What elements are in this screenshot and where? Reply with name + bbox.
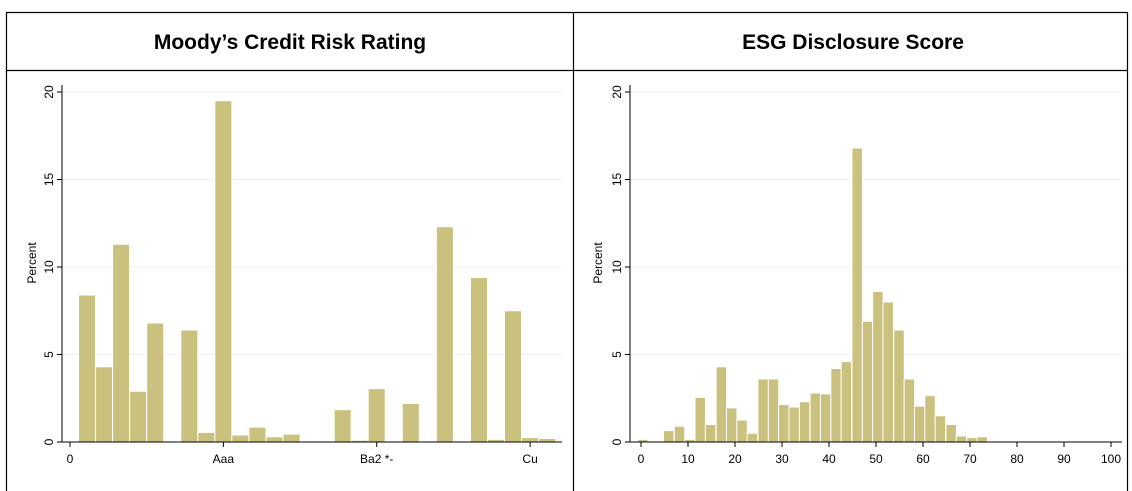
x-tick-label: 0 <box>638 452 645 466</box>
histogram-bar <box>798 401 811 443</box>
y-tick-label: 10 <box>610 260 624 274</box>
y-tick-label: 5 <box>42 351 56 358</box>
histogram-bar <box>265 436 284 443</box>
chart-title: ESG Disclosure Score <box>742 31 964 54</box>
histogram-bar <box>725 407 738 443</box>
x-tick-label: Cu <box>522 452 537 466</box>
histogram-bar <box>778 403 790 443</box>
y-tick-label: 0 <box>42 438 56 445</box>
histogram-bar <box>945 424 957 443</box>
x-ticks: 0 Aaa Ba2 *- Cu <box>67 442 538 466</box>
histogram-bar <box>197 431 216 443</box>
histogram-bar <box>788 406 800 443</box>
histogram-bar <box>955 435 968 443</box>
y-tick-label: 5 <box>610 351 624 358</box>
bars <box>637 147 988 443</box>
histogram-bar <box>231 434 250 443</box>
y-tick-label: 15 <box>610 173 624 187</box>
histogram-bar <box>872 291 884 443</box>
histogram-bar <box>146 322 165 443</box>
chart-title: Moody’s Credit Risk Rating <box>154 31 426 54</box>
panel-credit-rating: Moody’s Credit Risk Rating 0 5 10 15 20 0 Aaa… <box>25 31 562 466</box>
x-tick-label: Aaa <box>213 452 235 466</box>
histogram-bar <box>840 361 853 443</box>
x-tick-label: 90 <box>1057 452 1071 466</box>
histogram-bar <box>694 396 706 443</box>
histogram-bar <box>129 390 148 443</box>
x-tick-label: 60 <box>916 452 930 466</box>
y-axis-label: Percent <box>591 242 605 284</box>
histogram-bar <box>767 378 780 443</box>
histogram-bar <box>282 433 301 443</box>
histogram-bar <box>913 405 926 443</box>
x-tick-label: 20 <box>728 452 742 466</box>
histogram-bar <box>861 320 874 443</box>
x-ticks: 0 10 20 30 40 50 60 70 80 90 100 <box>638 442 1121 466</box>
histogram-bar <box>214 100 233 443</box>
histogram-bar <box>504 310 523 443</box>
y-tick-label: 15 <box>42 173 56 187</box>
histogram-bar <box>830 368 842 443</box>
x-tick-label: 40 <box>822 452 836 466</box>
histogram-bar <box>367 388 386 443</box>
histogram-bar <box>903 378 916 443</box>
x-tick-label: 30 <box>775 452 789 466</box>
panel-esg-score: ESG Disclosure Score 0 5 10 15 20 0 10 20 30 40 5… <box>591 31 1122 466</box>
histogram-bar <box>934 415 947 443</box>
histogram-bar <box>976 436 988 443</box>
histogram-bar <box>809 392 822 443</box>
histogram-bar <box>112 243 131 443</box>
x-tick-label: 80 <box>1010 452 1024 466</box>
histogram-bar <box>673 425 686 443</box>
histogram-bar <box>538 438 557 443</box>
y-ticks: 0 5 10 15 20 <box>42 85 62 445</box>
y-tick-label: 10 <box>42 260 56 274</box>
histogram-bar <box>851 147 863 443</box>
histogram-bar <box>924 395 936 443</box>
histogram-bar <box>966 437 978 443</box>
y-ticks: 0 5 10 15 20 <box>610 85 630 445</box>
y-tick-label: 20 <box>42 85 56 99</box>
histogram-bar <box>180 329 199 443</box>
grid <box>62 91 562 355</box>
histogram-bar <box>662 430 675 443</box>
y-axis-label: Percent <box>25 242 39 284</box>
x-tick-label: 0 <box>67 452 74 466</box>
x-tick-label: 50 <box>869 452 883 466</box>
x-tick-label: 70 <box>963 452 977 466</box>
histogram-bar <box>248 426 267 443</box>
histogram-bar <box>746 432 759 443</box>
x-tick-label: Ba2 *- <box>360 452 393 466</box>
y-tick-label: 0 <box>610 438 624 445</box>
bars <box>78 100 557 443</box>
histogram-bar <box>819 393 832 443</box>
histogram-bar <box>757 378 769 443</box>
histogram-bar <box>736 419 748 443</box>
histogram-bar <box>333 409 352 443</box>
histogram-bar <box>704 424 717 443</box>
histogram-bar <box>893 329 905 443</box>
histogram-bar <box>715 366 728 443</box>
histogram-bar <box>882 301 894 443</box>
histogram-bar <box>435 226 454 443</box>
x-tick-label: 100 <box>1101 452 1121 466</box>
histogram-bar <box>78 294 97 443</box>
x-tick-label: 10 <box>681 452 695 466</box>
histogram-bar <box>401 403 420 443</box>
histogram-bar <box>521 437 540 443</box>
y-tick-label: 20 <box>610 85 624 99</box>
figure-frame <box>5 11 1129 491</box>
histogram-bar <box>95 366 114 443</box>
histogram-bar <box>469 277 488 443</box>
